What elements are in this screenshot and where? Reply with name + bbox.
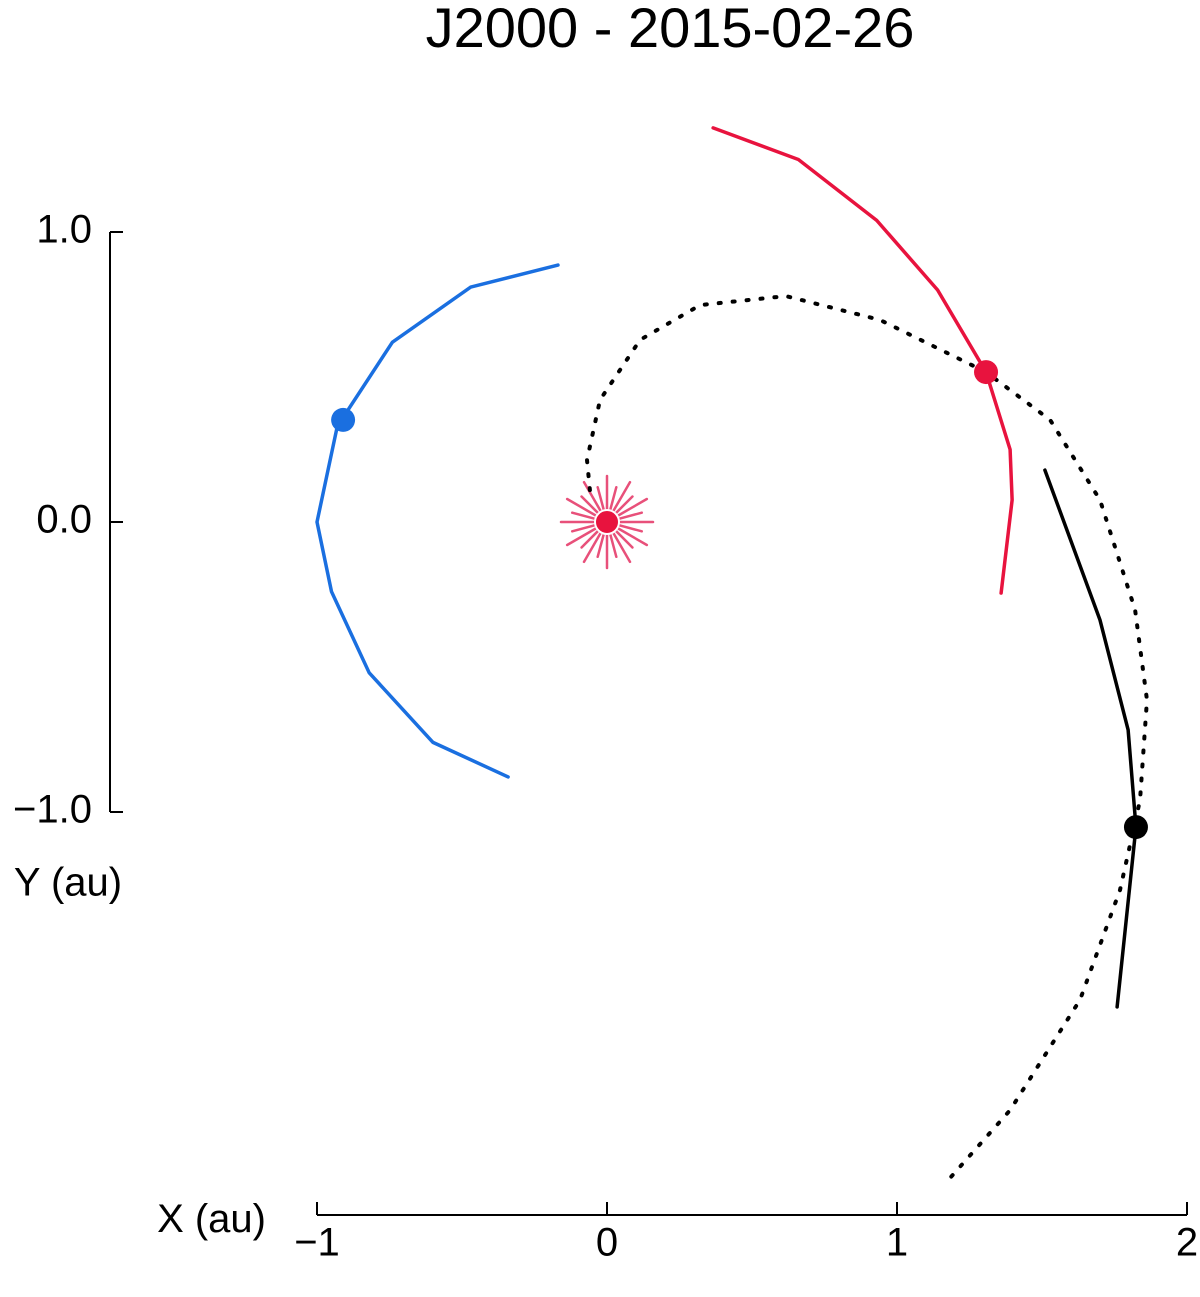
body-marker [594, 509, 620, 535]
body-marker [974, 360, 999, 385]
sun-ray [582, 480, 604, 515]
sun-ray [610, 529, 632, 564]
sun-ray [608, 485, 618, 514]
y-axis-label: Y (au) [14, 861, 122, 905]
sun-ray [614, 497, 649, 519]
sun-ray [580, 527, 602, 549]
chart-title: J2000 - 2015-02-26 [426, 0, 915, 59]
y-tick-label: 1.0 [36, 208, 92, 252]
sun-ray [596, 530, 606, 559]
orbit-line [711, 126, 1014, 595]
y-tick-label: 0.0 [36, 498, 92, 542]
sun-ray [570, 511, 599, 521]
body-marker [1123, 815, 1148, 840]
sun-ray [608, 530, 618, 559]
sun-ray [565, 497, 600, 519]
x-tick-label: 0 [596, 1221, 618, 1265]
x-tick-label: −1 [294, 1221, 340, 1265]
x-axis-label: X (au) [157, 1197, 266, 1241]
sun-ray [570, 523, 599, 533]
orbit-line [584, 294, 1149, 1180]
x-tick-label: 1 [886, 1221, 908, 1265]
sun-ray [610, 480, 632, 515]
sun-ray [580, 495, 602, 517]
orbit-line [1043, 468, 1138, 1009]
sun-ray [615, 523, 644, 533]
sun-ray [614, 525, 649, 547]
sun-ray [596, 485, 606, 514]
orbit-line [315, 263, 560, 779]
x-tick-label: 2 [1176, 1221, 1198, 1265]
sun-ray [615, 511, 644, 521]
sun-ray [612, 495, 634, 517]
sun-ray [582, 529, 604, 564]
y-tick-label: −1.0 [13, 788, 92, 832]
body-marker [331, 407, 356, 432]
sun-ray [565, 525, 600, 547]
sun-ray [612, 527, 634, 549]
